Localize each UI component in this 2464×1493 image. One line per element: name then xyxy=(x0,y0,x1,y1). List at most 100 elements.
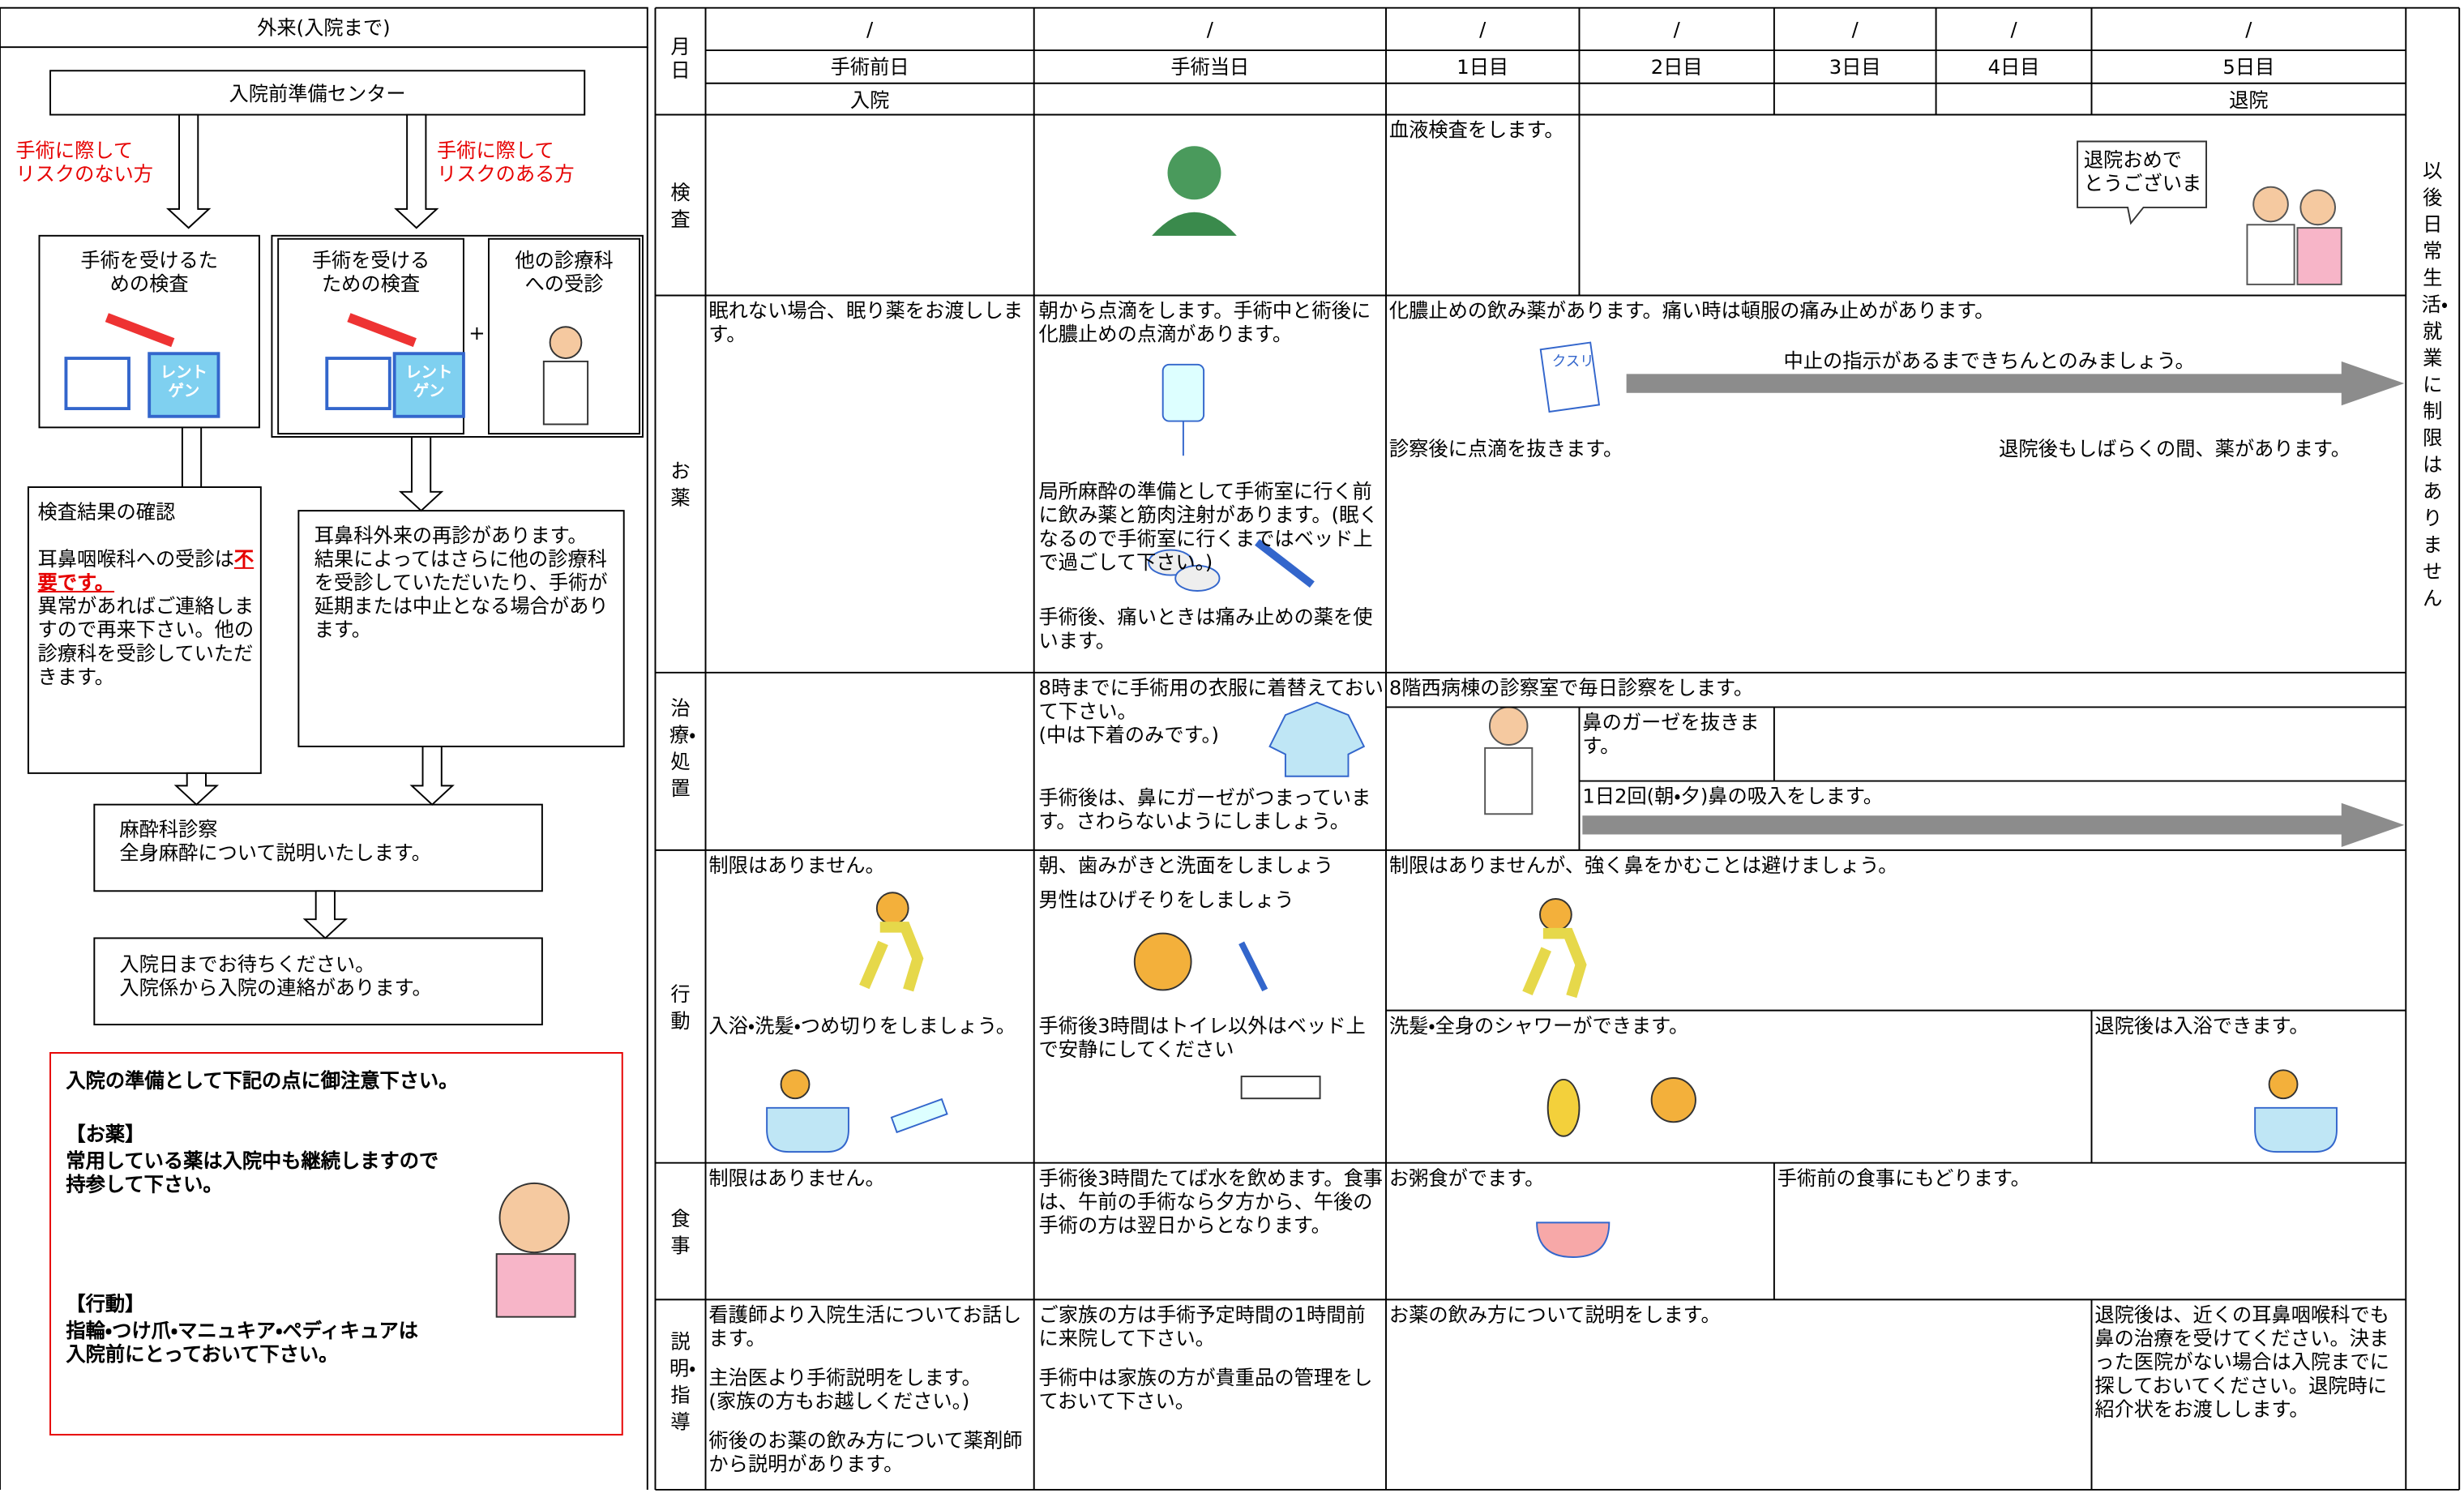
cell-text: 朝、歯みがきと洗面をしましょう xyxy=(1038,853,1334,877)
discharge: 退院 xyxy=(2229,88,2269,112)
icon-doctor xyxy=(1484,746,1534,815)
cell-text: 局所麻酔の準備として手術室に行く前に飲み薬と筋肉注射があります。(眠くなるので手… xyxy=(1038,479,1379,574)
result-line1: 耳鼻咽喉科への受診は xyxy=(37,546,234,571)
box xyxy=(49,1052,623,1436)
icon-nurse xyxy=(2296,227,2342,285)
icon-syringe xyxy=(1255,539,1315,588)
plus: + xyxy=(468,320,486,344)
box xyxy=(487,237,641,435)
notice-text: 常用している薬は入院中も継続しますので 持参して下さい。 xyxy=(66,1149,439,1196)
icon-syringe xyxy=(105,313,175,348)
flow-arrow xyxy=(394,113,439,229)
cell-text: 朝から点滴をします。手術中と術後に化膿止めの点滴があります。 xyxy=(1038,298,1371,346)
icon-nurse xyxy=(495,1253,576,1318)
icon-monitor xyxy=(64,357,130,411)
date-header: 月 日 xyxy=(670,34,691,82)
cell-text: 退院後もしばらくの間、薬があります。 xyxy=(1999,436,2351,461)
cell-text: 化膿止めの飲み薬があります。痛い時は頓服の痛み止めがあります。 xyxy=(1388,298,1995,323)
icons xyxy=(64,140,2405,1318)
speech-bubble xyxy=(2077,140,2208,225)
cell-text: 鼻のガーゼを抜きます。 xyxy=(1582,710,1760,758)
row-label: 検査 xyxy=(670,179,691,231)
box xyxy=(271,234,644,438)
cell-text: 制限はありませんが、強く鼻をかむことは避けましょう。 xyxy=(1388,853,1898,877)
notice-heading: 入院の準備として下記の点に御注意下さい。 xyxy=(66,1068,459,1093)
icon-walk xyxy=(875,892,909,925)
cell-text: 診察後に点滴を抜きます。 xyxy=(1388,436,1623,461)
cell-text: 8時までに手術用の衣服に着替えておいて下さい。 (中は下着のみです。) xyxy=(1038,675,1384,746)
cell-text: 手術前の食事にもどります。 xyxy=(1777,1166,2030,1190)
panel-title: 外来(入院まで) xyxy=(257,15,391,40)
continue-arrow xyxy=(1582,802,2405,848)
icon-doctor xyxy=(1488,706,1529,746)
cell-text: 手術後3時間たてば水を飲めます。食事は、午前の手術なら夕方から、午後の手術の方は… xyxy=(1038,1166,1384,1237)
notice-title: 【お薬】 xyxy=(66,1122,145,1146)
day-cell: 3日目 xyxy=(1829,54,1881,79)
result-emphasis: 不要です。 xyxy=(37,546,255,594)
icon-doctor xyxy=(2246,224,2295,285)
icon-bath xyxy=(2268,1069,2299,1100)
route-label: 手術に際して リスクのある方 xyxy=(436,138,575,186)
center-name: 入院前準備センター xyxy=(229,81,406,105)
cell-text: ご家族の方は手術予定時間の1時間前に来院して下さい。 xyxy=(1038,1303,1366,1350)
cell-text: 術後のお薬の飲み方について薬剤師から説明があります。 xyxy=(708,1428,1023,1476)
after-note: 以後日常生活・就業に制限はありません xyxy=(2421,158,2449,610)
box-title: 手術を受ける ための検査 xyxy=(311,248,430,296)
day-cell: 1日目 xyxy=(1457,54,1509,79)
cell-text: お粥食がでます。 xyxy=(1388,1166,1545,1190)
date-cell: / xyxy=(866,17,874,41)
icon-bath xyxy=(780,1069,811,1100)
row-label: お薬 xyxy=(670,459,691,510)
icon-xray xyxy=(392,352,465,418)
icon-walk xyxy=(1539,898,1572,931)
anesthesia-text: 麻酔科診察 全身麻酔について説明いたします。 xyxy=(119,817,431,865)
icon-bowl xyxy=(1536,1221,1611,1258)
day-cell: 5日目 xyxy=(2222,54,2275,79)
icon-gown xyxy=(1268,701,1366,777)
cell-text: 8階西病棟の診察室で毎日診察をします。 xyxy=(1388,675,1754,699)
icon-doctor xyxy=(542,360,589,426)
icon-doctor xyxy=(2252,186,2289,223)
day-cell: 4日目 xyxy=(1987,54,2040,79)
icon-razor xyxy=(1238,941,1268,992)
cell-text: 眠れない場合、眠り薬をお渡しします。 xyxy=(708,298,1024,346)
box xyxy=(277,237,464,435)
icon-bath xyxy=(766,1106,849,1153)
cell-text: 洗髪・全身のシャワーができます。 xyxy=(1388,1013,1689,1037)
box-title: 他の診療科 への受診 xyxy=(515,248,614,296)
date-cell: / xyxy=(1673,17,1680,41)
icon-walk xyxy=(859,922,924,992)
cell-text: 制限はありません。 xyxy=(708,1166,885,1190)
cell-text: 入浴・洗髪・つめ切りをしましょう。 xyxy=(708,1013,1016,1037)
row-label: 説明・指導 xyxy=(669,1329,696,1434)
box xyxy=(38,234,260,429)
flow-arrow xyxy=(173,772,220,806)
icon-wash xyxy=(1650,1077,1696,1123)
cell-text: 1日2回(朝・夕)鼻の吸入をします。 xyxy=(1582,784,1883,808)
date-cell: / xyxy=(1206,17,1213,41)
cell-text: 血液検査をします。 xyxy=(1388,118,1564,142)
icon-monitor xyxy=(325,357,391,411)
continue-arrow xyxy=(1626,361,2405,406)
xray-label: レント ゲン xyxy=(160,364,207,401)
row-label: 食事 xyxy=(670,1206,691,1257)
icon-pill xyxy=(1174,564,1221,592)
day-cell: 2日目 xyxy=(1650,54,1703,79)
date-cell: / xyxy=(1851,17,1859,41)
icon-doctor xyxy=(549,326,583,360)
cell-text: 制限はありません。 xyxy=(708,853,885,877)
flow-arrow xyxy=(165,113,212,229)
cell-text: 中止の指示があるまできちんとのみましょう。 xyxy=(1783,349,2195,373)
result-heading: 検査結果の確認 xyxy=(37,499,176,524)
icon-nurse xyxy=(498,1182,570,1254)
cell-text: 看護師より入院生活についてお話します。 xyxy=(708,1303,1022,1350)
icon-bed xyxy=(1240,1076,1321,1100)
icon-surgeon xyxy=(1167,146,1221,200)
icon-walk xyxy=(1522,927,1587,999)
revisit-text: 耳鼻科外来の再診があります。 結果によってはさらに他の診療科を受診していただいた… xyxy=(314,523,609,642)
result-line2: 異常があればご連絡しますので再来下さい。他の診療科を受診していただきます。 xyxy=(37,593,255,689)
date-cell: / xyxy=(2245,17,2252,41)
